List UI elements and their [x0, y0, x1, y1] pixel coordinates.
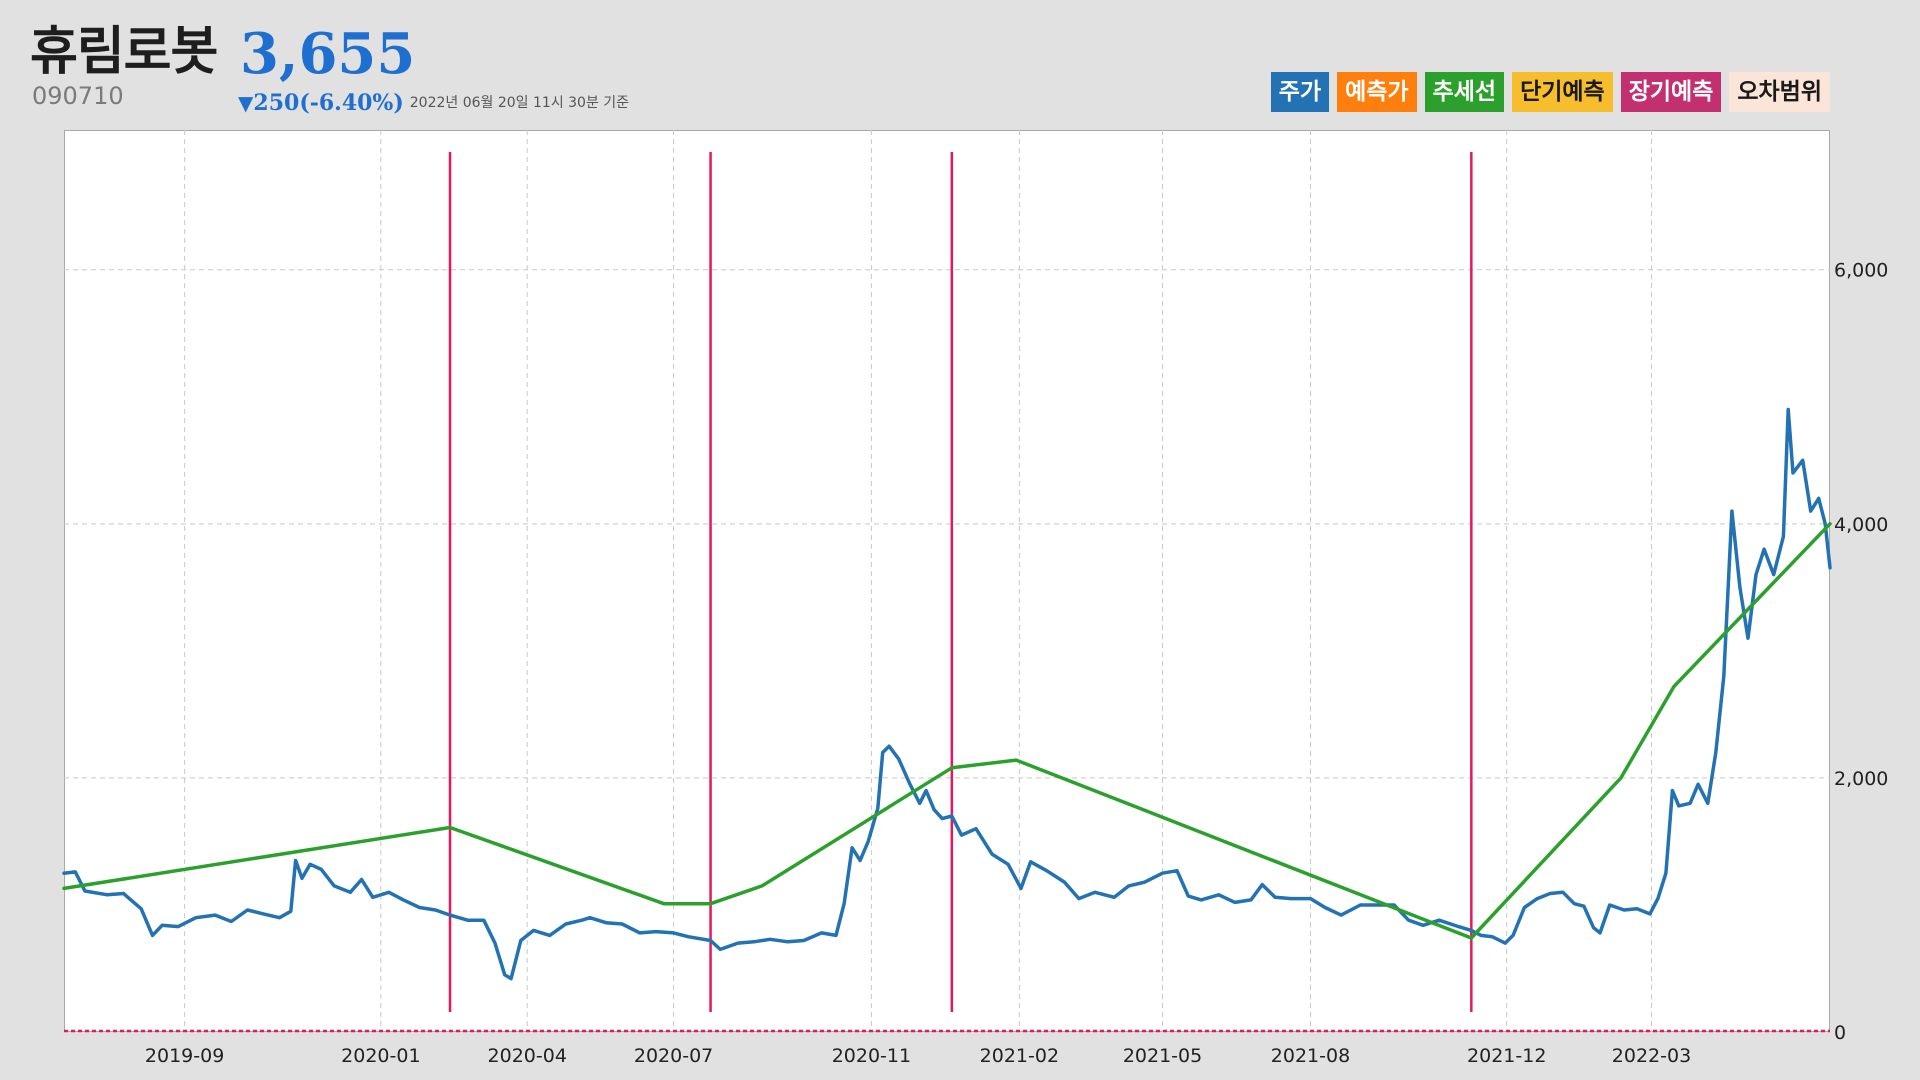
price-series-line	[62, 407, 1832, 981]
x-tick-label: 2020-07	[634, 1045, 713, 1067]
trend-series-line	[62, 522, 1832, 940]
legend-item-error-range[interactable]: 오차범위	[1729, 72, 1830, 112]
down-triangle-icon: ▼	[238, 91, 254, 115]
legend-item-long-term[interactable]: 장기예측	[1620, 72, 1722, 112]
stock-price: 3,655	[240, 21, 416, 87]
y-tick-label: 0	[1834, 1022, 1846, 1044]
stock-name: 휴림로봇	[30, 22, 218, 82]
x-tick-label: 2021-05	[1123, 1045, 1202, 1067]
as-of-timestamp: 2022년 06월 20일 11시 30분 기준	[409, 95, 630, 111]
y-tick-label: 2,000	[1834, 768, 1888, 790]
legend-item-trendline[interactable]: 추세선	[1424, 72, 1505, 112]
x-tick-label: 2019-09	[145, 1045, 224, 1067]
chart-legend: 주가 예측가 추세선 단기예측 장기예측 오차범위	[1270, 72, 1830, 112]
x-tick-label: 2021-02	[980, 1045, 1059, 1067]
y-tick-label: 4,000	[1834, 514, 1888, 536]
x-tick-label: 2021-08	[1271, 1045, 1350, 1067]
legend-item-forecast[interactable]: 예측가	[1337, 72, 1417, 112]
stock-code: 090710	[32, 82, 124, 110]
x-tick-label: 2021-12	[1467, 1045, 1546, 1067]
x-tick-label: 2022-03	[1612, 1045, 1691, 1067]
y-tick-label: 6,000	[1834, 260, 1888, 282]
price-change-row: ▼250(-6.40%) 2022년 06월 20일 11시 30분 기준	[238, 90, 629, 117]
legend-item-short-term[interactable]: 단기예측	[1512, 72, 1613, 112]
x-tick-label: 2020-11	[832, 1045, 911, 1067]
x-tick-label: 2020-01	[341, 1045, 420, 1067]
legend-item-price[interactable]: 주가	[1270, 72, 1330, 112]
price-change: 250(-6.40%)	[253, 90, 404, 116]
x-tick-label: 2020-04	[488, 1045, 567, 1067]
